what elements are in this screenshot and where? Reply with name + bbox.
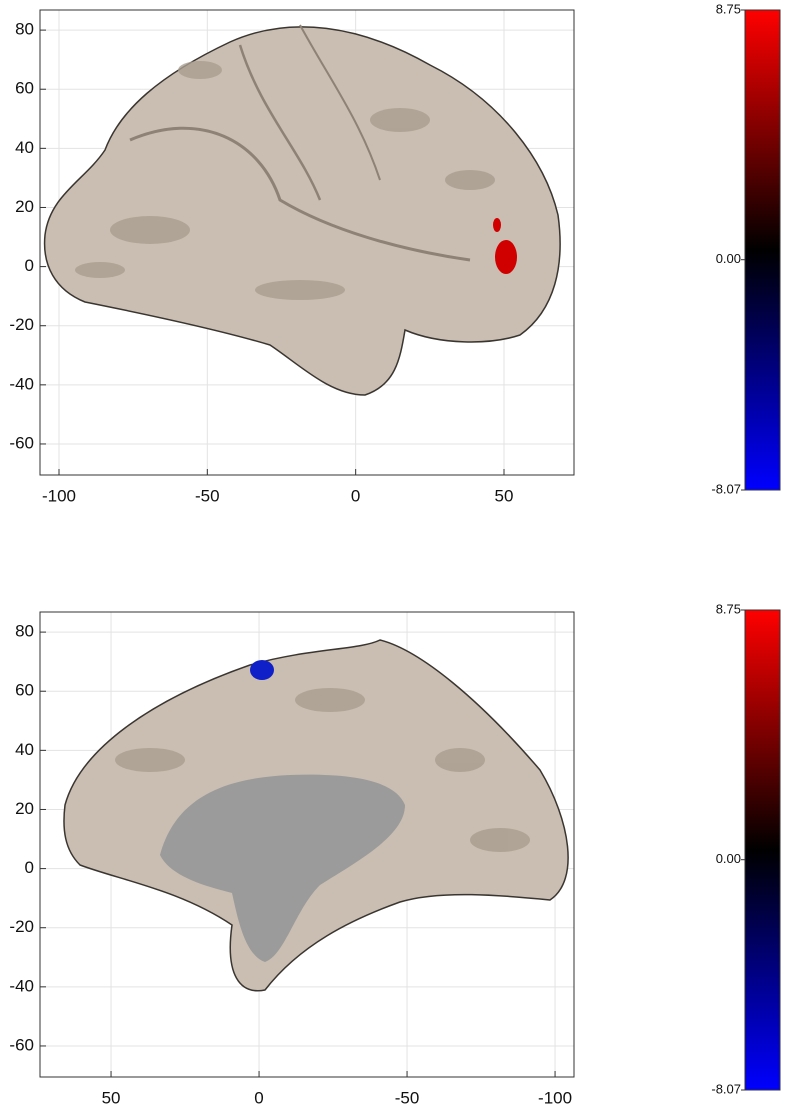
- colorbar-tick-label: -8.07: [711, 1081, 741, 1096]
- y-tick-label: 60: [15, 681, 34, 700]
- colorbar-tick-label: 8.75: [716, 1, 741, 16]
- y-tick-label: -40: [9, 374, 34, 393]
- y-tick-label: 40: [15, 138, 34, 157]
- y-tick-label: 0: [25, 858, 34, 877]
- y-tick-label: 80: [15, 20, 34, 39]
- y-tick-label: 20: [15, 799, 34, 818]
- y-tick-label: 40: [15, 740, 34, 759]
- colorbar-tick-label: 8.75: [716, 601, 741, 616]
- x-tick-label: -100: [42, 486, 76, 505]
- colorbar-gradient: [744, 609, 781, 1091]
- x-tick-label: 50: [102, 1088, 121, 1107]
- y-tick-label: -20: [9, 917, 34, 936]
- x-tick-label: 50: [495, 486, 514, 505]
- colorbar-gradient: [744, 9, 781, 491]
- x-tick-label: -50: [195, 486, 220, 505]
- colorbar: 8.75 0.00 -8.07: [711, 601, 781, 1096]
- y-tick-label: -60: [9, 1035, 34, 1054]
- colorbar: 8.75 0.00 -8.07: [711, 1, 781, 496]
- x-tick-label: 0: [254, 1088, 263, 1107]
- y-tick-label: 60: [15, 79, 34, 98]
- colorbar-tick-label: 0.00: [716, 251, 741, 266]
- brain-lateral: [43, 24, 561, 396]
- x-tick-label: -100: [538, 1088, 572, 1107]
- axes-frame: [39, 611, 575, 1078]
- y-tick-label: 80: [15, 622, 34, 641]
- brain-medial: [63, 639, 569, 992]
- y-tick-label: 0: [25, 256, 34, 275]
- axes-frame: [39, 9, 575, 476]
- x-tick-label: 0: [351, 486, 360, 505]
- y-tick-label: -60: [9, 433, 34, 452]
- y-tick-label: -40: [9, 976, 34, 995]
- colorbar-tick-label: 0.00: [716, 851, 741, 866]
- x-tick-label: -50: [395, 1088, 420, 1107]
- y-tick-label: 20: [15, 197, 34, 216]
- y-tick-label: -20: [9, 315, 34, 334]
- axes: -100 -50 0 50 -60 -40 -20 0 20 40 60 80 8.75 0.00 -8.0…: [9, 1, 781, 1107]
- colorbar-tick-label: -8.07: [711, 481, 741, 496]
